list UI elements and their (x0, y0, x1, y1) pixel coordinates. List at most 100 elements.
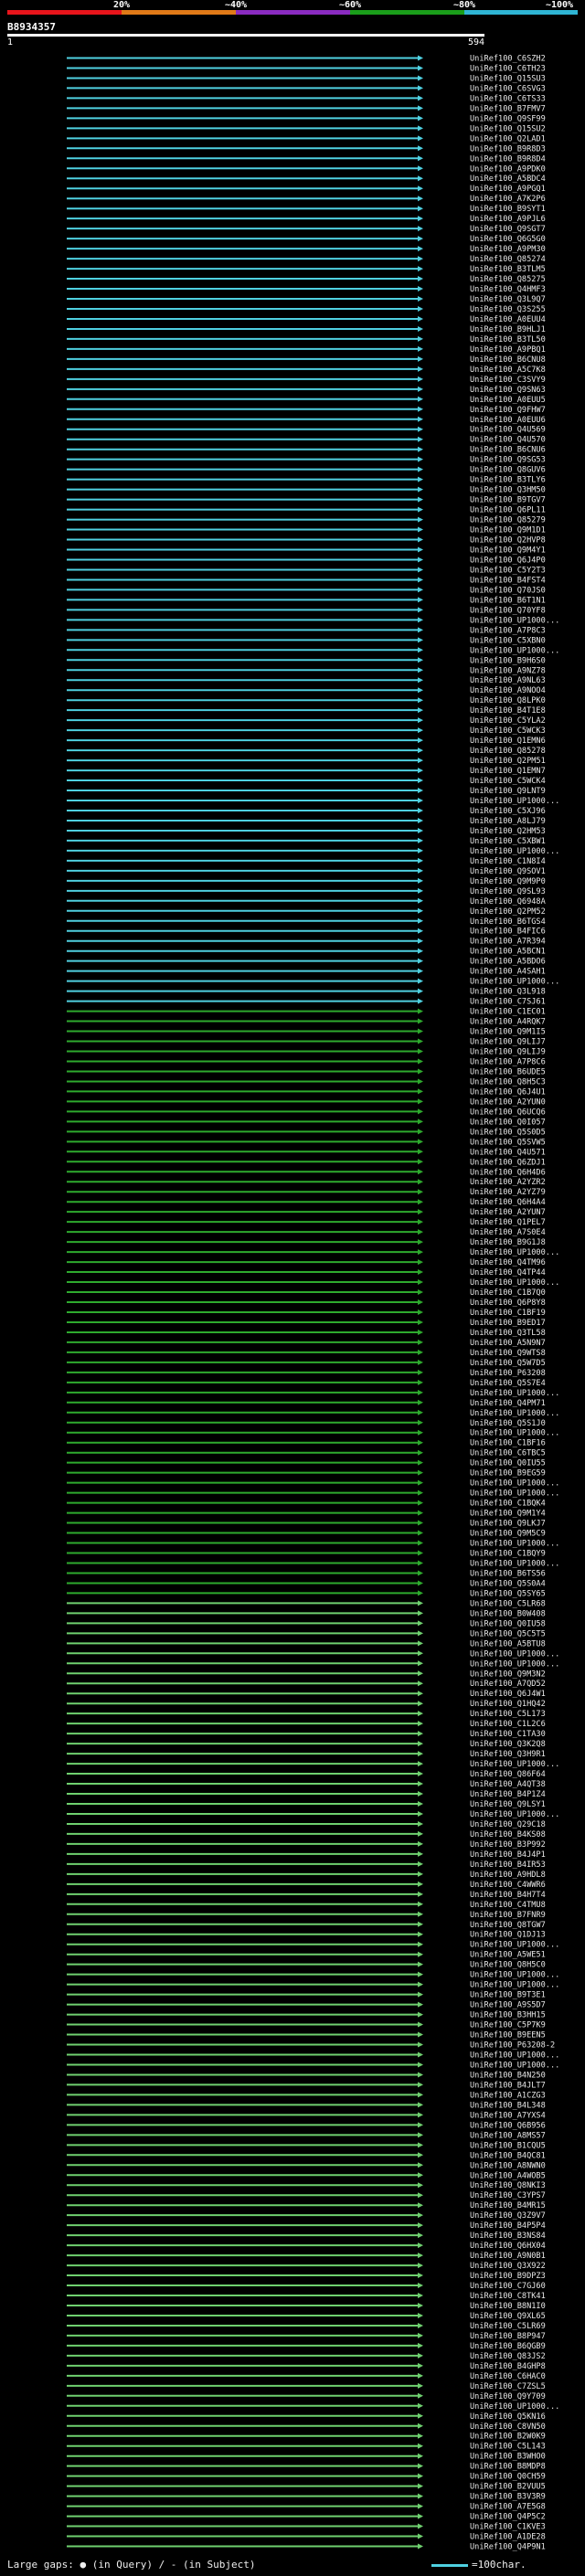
hit-label[interactable]: UniRef100_UP1000... (470, 1489, 559, 1499)
hit-label[interactable]: UniRef100_Q9WTS8 (470, 1349, 546, 1358)
hit-label[interactable]: UniRef100_C4WWR6 (470, 1881, 546, 1890)
hit-label[interactable]: UniRef100_B4GHP8 (470, 2362, 546, 2371)
hit-label[interactable]: UniRef100_B9HLJ1 (470, 325, 546, 334)
hit-label[interactable]: UniRef100_A5BCN1 (470, 948, 546, 957)
hit-label[interactable]: UniRef100_A9NL63 (470, 676, 546, 685)
hit-label[interactable]: UniRef100_C3YPS7 (470, 2191, 546, 2200)
hit-label[interactable]: UniRef100_B4J4P1 (470, 1850, 546, 1860)
hit-label[interactable]: UniRef100_Q3S255 (470, 305, 546, 314)
hit-label[interactable]: UniRef100_A9PGQ1 (470, 185, 546, 194)
hit-label[interactable]: UniRef100_Q6J4U1 (470, 1087, 546, 1097)
hit-label[interactable]: UniRef100_P63208-2 (470, 2041, 555, 2051)
hit-label[interactable]: UniRef100_B3TLM5 (470, 265, 546, 274)
hit-label[interactable]: UniRef100_Q5S0D5 (470, 1128, 546, 1137)
hit-label[interactable]: UniRef100_Q9M1Y4 (470, 1510, 546, 1519)
hit-label[interactable]: UniRef100_Q5W7D5 (470, 1359, 546, 1368)
hit-label[interactable]: UniRef100_Q5SVW5 (470, 1138, 546, 1147)
hit-label[interactable]: UniRef100_B9H6S0 (470, 656, 546, 665)
hit-label[interactable]: UniRef100_Q3Z9V7 (470, 2211, 546, 2221)
hit-label[interactable]: UniRef100_B4IR53 (470, 1860, 546, 1870)
hit-label[interactable]: UniRef100_C1BQK4 (470, 1500, 546, 1509)
hit-label[interactable]: UniRef100_Q9LIJ7 (470, 1038, 546, 1047)
hit-label[interactable]: UniRef100_C5YLA2 (470, 716, 546, 726)
hit-label[interactable]: UniRef100_B6CNU6 (470, 446, 546, 455)
hit-label[interactable]: UniRef100_Q83JS2 (470, 2352, 546, 2361)
hit-label[interactable]: UniRef100_UP1000... (470, 1941, 559, 1950)
hit-label[interactable]: UniRef100_Q4TM96 (470, 1258, 546, 1267)
hit-label[interactable]: UniRef100_Q9XL65 (470, 2312, 546, 2321)
hit-label[interactable]: UniRef100_A5N9N7 (470, 1339, 546, 1348)
hit-label[interactable]: UniRef100_B3P992 (470, 1840, 546, 1850)
hit-label[interactable]: UniRef100_Q4P5C2 (470, 2513, 546, 2522)
hit-label[interactable]: UniRef100_Q3HM50 (470, 486, 546, 495)
hit-label[interactable]: UniRef100_Q9M4Y1 (470, 546, 546, 556)
hit-label[interactable]: UniRef100_Q6J4W1 (470, 1690, 546, 1699)
hit-label[interactable]: UniRef100_A4RQK7 (470, 1018, 546, 1027)
hit-label[interactable]: UniRef100_Q5SY65 (470, 1589, 546, 1598)
hit-label[interactable]: UniRef100_A5BTU8 (470, 1639, 546, 1648)
hit-label[interactable]: UniRef100_Q6J4P0 (470, 556, 546, 565)
hit-label[interactable]: UniRef100_B4T1E8 (470, 706, 546, 716)
hit-label[interactable]: UniRef100_B8N1I0 (470, 2302, 546, 2311)
hit-label[interactable]: UniRef100_UP1000... (470, 1278, 559, 1288)
hit-label[interactable]: UniRef100_C6SVG3 (470, 84, 546, 93)
hit-label[interactable]: UniRef100_Q6P8Y8 (470, 1299, 546, 1308)
hit-label[interactable]: UniRef100_A0EUU6 (470, 416, 546, 425)
hit-label[interactable]: UniRef100_Q5C5T5 (470, 1629, 546, 1638)
hit-label[interactable]: UniRef100_Q0IU55 (470, 1459, 546, 1468)
hit-label[interactable]: UniRef100_A7E5G8 (470, 2503, 546, 2512)
hit-label[interactable]: UniRef100_UP1000... (470, 1649, 559, 1659)
hit-label[interactable]: UniRef100_A5C7K8 (470, 366, 546, 375)
hit-label[interactable]: UniRef100_C1BF19 (470, 1309, 546, 1318)
hit-label[interactable]: UniRef100_B9R8D4 (470, 154, 546, 164)
hit-label[interactable]: UniRef100_A9PJL6 (470, 215, 546, 224)
hit-label[interactable]: UniRef100_B3HH15 (470, 2011, 546, 2020)
hit-label[interactable]: UniRef100_B2W0K9 (470, 2433, 546, 2442)
hit-label[interactable]: UniRef100_UP1000... (470, 1429, 559, 1438)
hit-label[interactable]: UniRef100_C1EC01 (470, 1008, 546, 1017)
hit-label[interactable]: UniRef100_B4MR15 (470, 2201, 546, 2210)
hit-label[interactable]: UniRef100_A7P8C3 (470, 626, 546, 635)
hit-label[interactable]: UniRef100_A2YUN7 (470, 1208, 546, 1217)
hit-label[interactable]: UniRef100_Q3X922 (470, 2262, 546, 2271)
hit-label[interactable]: UniRef100_Q6H4A4 (470, 1198, 546, 1207)
hit-label[interactable]: UniRef100_Q3L9Q7 (470, 295, 546, 304)
hit-label[interactable]: UniRef100_C1KVE3 (470, 2523, 546, 2532)
hit-label[interactable]: UniRef100_A8LJ79 (470, 817, 546, 826)
hit-label[interactable]: UniRef100_Q1EMN6 (470, 737, 546, 746)
hit-label[interactable]: UniRef100_Q1EMN7 (470, 767, 546, 776)
hit-label[interactable]: UniRef100_A7QD52 (470, 1680, 546, 1689)
hit-label[interactable]: UniRef100_B9SYT1 (470, 205, 546, 214)
hit-label[interactable]: UniRef100_Q5S0A4 (470, 1579, 546, 1588)
hit-label[interactable]: UniRef100_C5WCK3 (470, 726, 546, 736)
hit-label[interactable]: UniRef100_Q9M5C9 (470, 1530, 546, 1539)
hit-label[interactable]: UniRef100_B4KS08 (470, 1830, 546, 1839)
hit-label[interactable]: UniRef100_Q0I057 (470, 1118, 546, 1127)
hit-label[interactable]: UniRef100_C5L143 (470, 2443, 546, 2452)
hit-label[interactable]: UniRef100_B4FST4 (470, 576, 546, 585)
hit-label[interactable]: UniRef100_Q4U569 (470, 426, 546, 435)
hit-label[interactable]: UniRef100_C5XJ96 (470, 807, 546, 816)
hit-label[interactable]: UniRef100_C7GJ60 (470, 2282, 546, 2291)
hit-label[interactable]: UniRef100_Q85274 (470, 255, 546, 264)
hit-label[interactable]: UniRef100_A9N0B1 (470, 2252, 546, 2261)
hit-label[interactable]: UniRef100_Q6948A (470, 897, 547, 906)
hit-label[interactable]: UniRef100_A7YXS4 (470, 2111, 546, 2120)
hit-label[interactable]: UniRef100_B9R8D3 (470, 144, 546, 154)
hit-label[interactable]: UniRef100_C7ZSL5 (470, 2382, 546, 2391)
hit-label[interactable]: UniRef100_Q5KN16 (470, 2412, 546, 2422)
hit-label[interactable]: UniRef100_UP1000... (470, 1971, 559, 1980)
hit-label[interactable]: UniRef100_Q6ZDJ1 (470, 1158, 546, 1167)
hit-label[interactable]: UniRef100_P63208 (470, 1369, 546, 1378)
hit-label[interactable]: UniRef100_A5BDC4 (470, 175, 546, 184)
hit-label[interactable]: UniRef100_A5BDO6 (470, 958, 546, 967)
hit-label[interactable]: UniRef100_Q9LKJ7 (470, 1520, 546, 1529)
hit-label[interactable]: UniRef100_B3TLY6 (470, 476, 546, 485)
hit-label[interactable]: UniRef100_B4P5P4 (470, 2221, 546, 2231)
hit-label[interactable]: UniRef100_B4P1Z4 (470, 1790, 546, 1799)
hit-label[interactable]: UniRef100_C3SVY9 (470, 376, 546, 385)
hit-label[interactable]: UniRef100_B7FNR9 (470, 1911, 546, 1920)
hit-label[interactable]: UniRef100_UP1000... (470, 1659, 559, 1669)
hit-label[interactable]: UniRef100_A2YZR2 (470, 1178, 546, 1187)
hit-label[interactable]: UniRef100_Q6UCQ6 (470, 1108, 546, 1117)
